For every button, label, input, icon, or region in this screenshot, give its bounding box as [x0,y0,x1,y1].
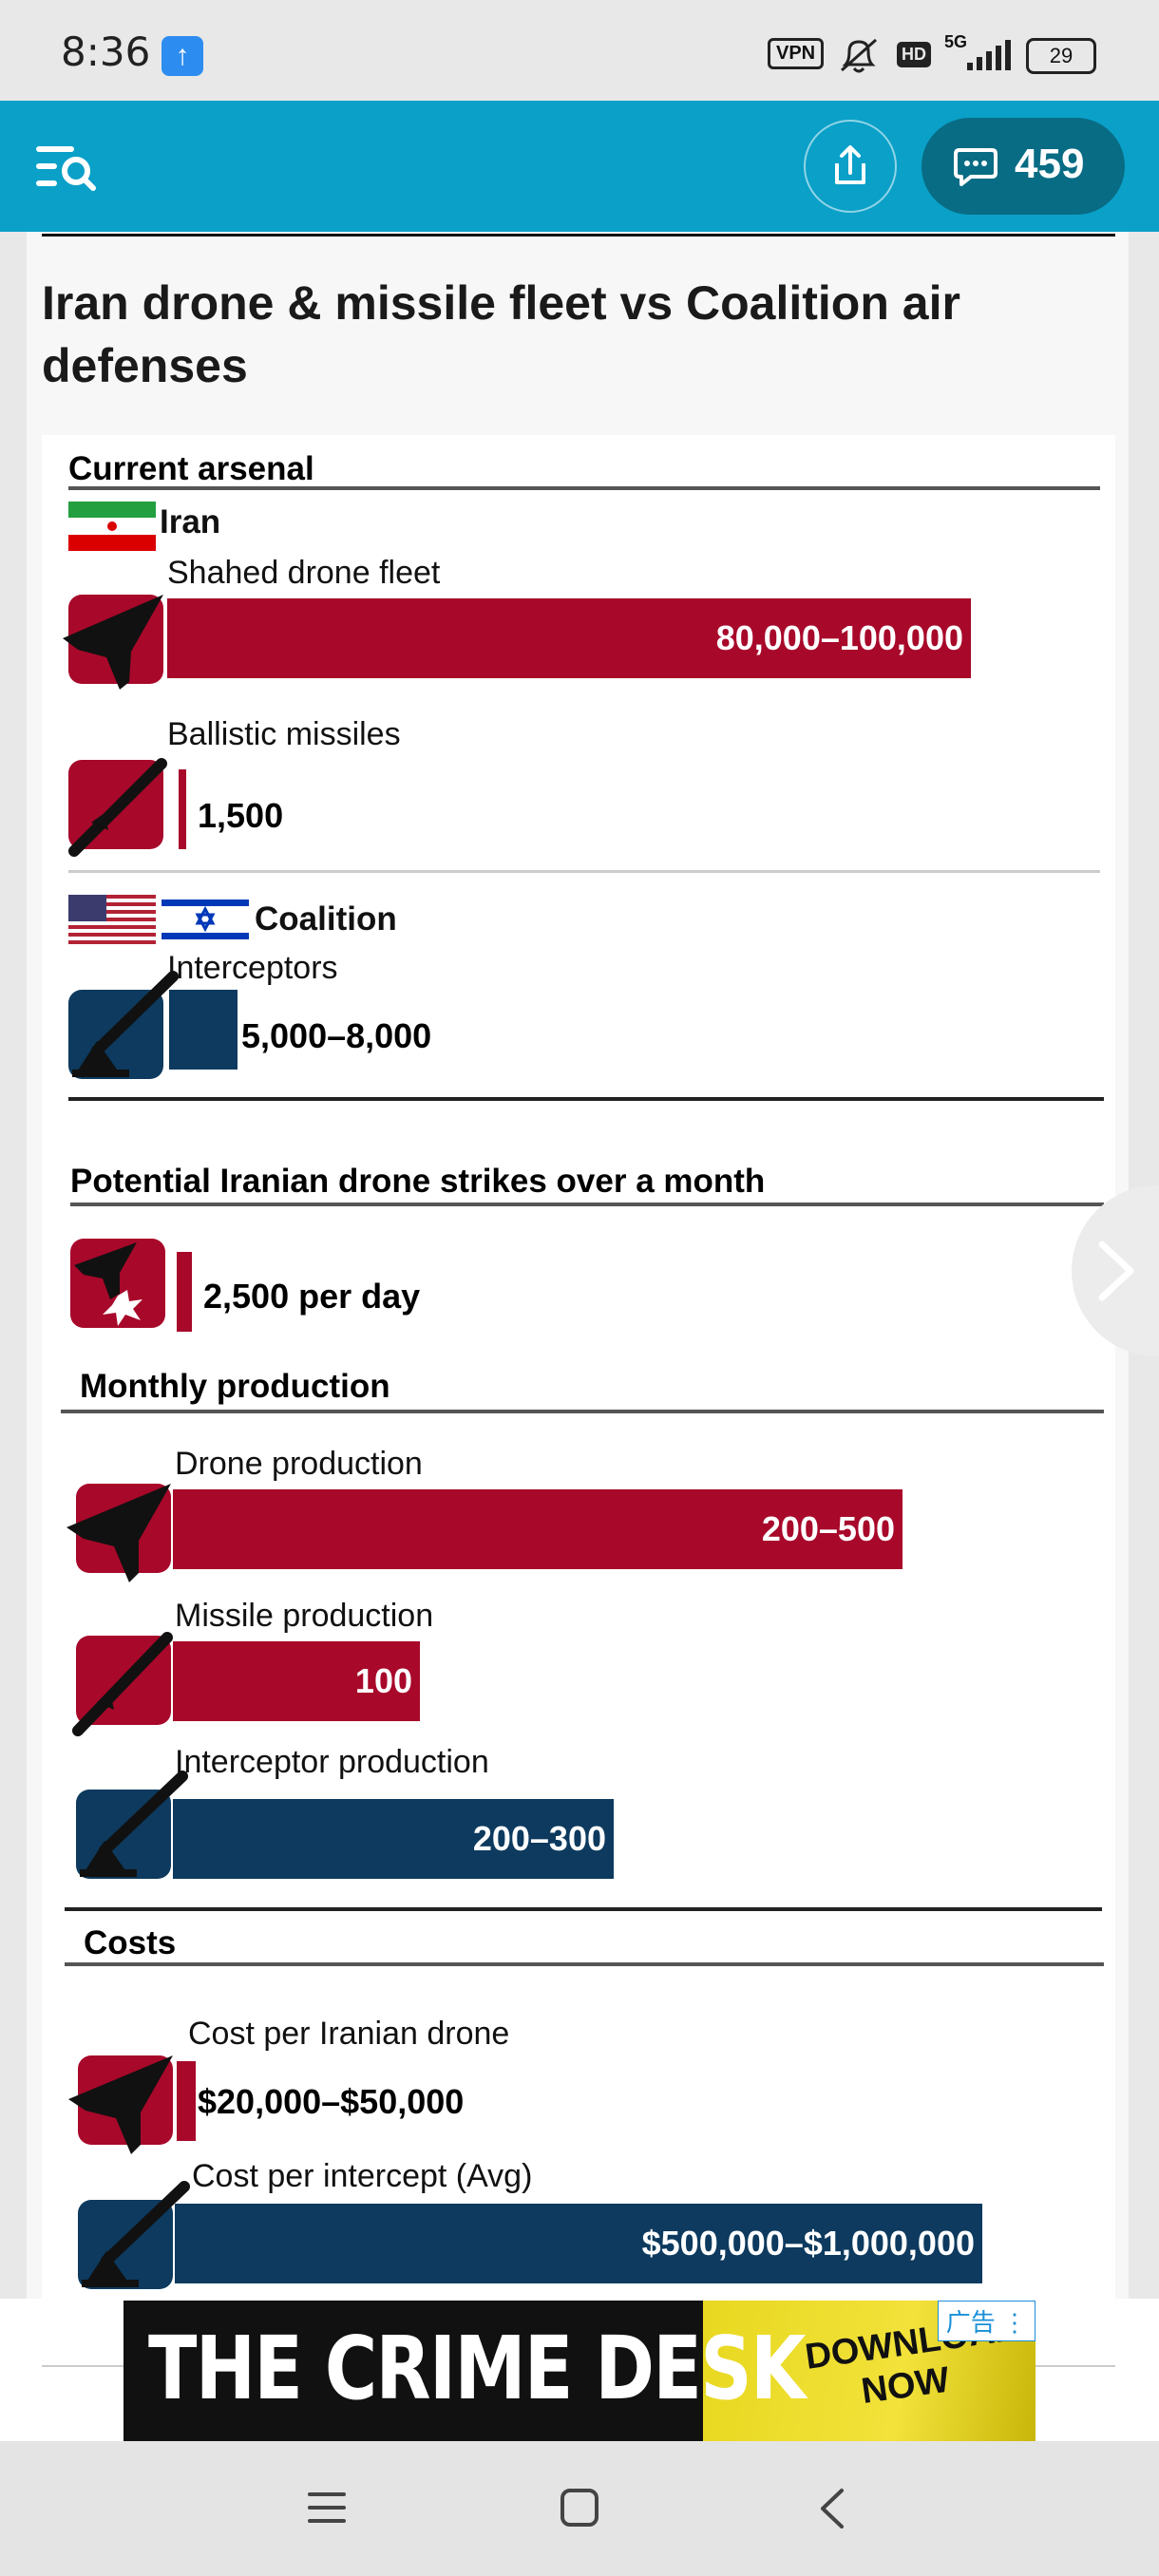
missile-production-label: Missile production [175,1598,434,1634]
interceptors-bar [169,990,238,1070]
ballistic-label: Ballistic missiles [167,716,401,752]
intercept-cost-label: Cost per intercept (Avg) [192,2158,533,2194]
section-divider [65,1962,1104,1966]
drone-cost-value: $20,000–$50,000 [198,2082,465,2121]
shahed-label: Shahed drone fleet [167,555,441,591]
drone-cost-label: Cost per Iranian drone [188,2016,510,2052]
upload-arrow-icon: ↑ [162,36,203,76]
section-heading-arsenal: Current arsenal [68,450,314,487]
section-divider [70,1203,1104,1206]
battery-indicator: 29 [1026,38,1096,74]
comments-count: 459 [1015,141,1085,187]
more-options-icon: ⋮ [1002,2308,1027,2337]
iran-flag-icon [68,502,156,551]
section-heading-costs: Costs [84,1924,177,1961]
ad-title: THE CRIME DESK [148,2318,806,2419]
mute-bell-icon [841,38,877,73]
chart-title: Iran drone & missile fleet vs Coalition … [42,276,960,392]
recent-apps-icon[interactable] [306,2489,348,2527]
ballistic-value: 1,500 [198,796,284,835]
top-divider [42,234,1115,237]
drone-icon [68,2055,173,2154]
shahed-value: 80,000–100,000 [715,618,963,657]
intercept-cost-bar: $500,000–$1,000,000 [175,2204,982,2283]
ballistic-bar [179,769,186,849]
missile-production-value: 100 [354,1661,412,1700]
shahed-bar: 80,000–100,000 [167,598,971,678]
menu-search-icon[interactable] [36,141,97,194]
section-divider [68,1097,1104,1101]
interceptor-launcher-icon [68,971,179,1079]
section-divider [61,1410,1104,1413]
missile-icon [72,1632,173,1736]
interceptor-launcher-icon [76,1771,188,1879]
missile-icon [68,758,167,857]
strikes-value: 2,500 per day [203,1277,421,1316]
missile-production-bar: 100 [173,1641,420,1721]
row-divider [68,870,1100,873]
israel-flag-icon [162,895,249,944]
interceptor-production-label: Interceptor production [175,1744,489,1780]
back-icon[interactable] [813,2487,851,2530]
ad-banner[interactable]: THE CRIME DESK DOWNLOAD NOW 广告 ⋮ [124,2301,1036,2441]
share-icon [835,145,865,184]
drone-production-value: 200–500 [761,1509,895,1548]
interceptor-launcher-icon [78,2181,190,2289]
comments-button[interactable]: 459 [922,118,1125,215]
iran-label: Iran [160,503,221,540]
drone-production-bar: 200–500 [173,1489,902,1569]
comment-bubble-icon [954,148,998,186]
vpn-badge: VPN [768,38,825,69]
home-icon[interactable] [559,2487,600,2529]
drone-icon [63,595,163,690]
us-flag-icon [68,895,156,944]
coalition-label: Coalition [255,900,397,938]
section-divider [68,486,1100,490]
drone-cost-bar [177,2061,196,2141]
hd-badge: HD [897,42,931,67]
interceptors-label: Interceptors [167,950,338,986]
infographic-card [42,435,1115,2299]
status-time: 8:36 [61,28,151,75]
chevron-right-icon [1098,1241,1134,1301]
section-heading-strikes: Potential Iranian drone strikes over a m… [70,1163,766,1200]
section-divider [65,1907,1102,1911]
drone-production-label: Drone production [175,1446,423,1482]
drone-strike-icon [70,1239,165,1328]
network-label: 5G [944,32,968,51]
signal-icon [967,40,1011,70]
interceptor-production-bar: 200–300 [173,1799,614,1879]
strikes-bar [177,1252,192,1332]
ad-tag[interactable]: 广告 ⋮ [937,2301,1036,2341]
drone-icon [66,1484,171,1582]
intercept-cost-value: $500,000–$1,000,000 [641,2224,975,2263]
ad-tag-text: 广告 [945,2308,996,2337]
section-heading-production: Monthly production [80,1368,390,1405]
share-button[interactable] [804,120,897,213]
system-nav-bar [0,2441,1159,2576]
interceptors-value: 5,000–8,000 [241,1016,432,1055]
interceptor-production-value: 200–300 [472,1819,606,1858]
